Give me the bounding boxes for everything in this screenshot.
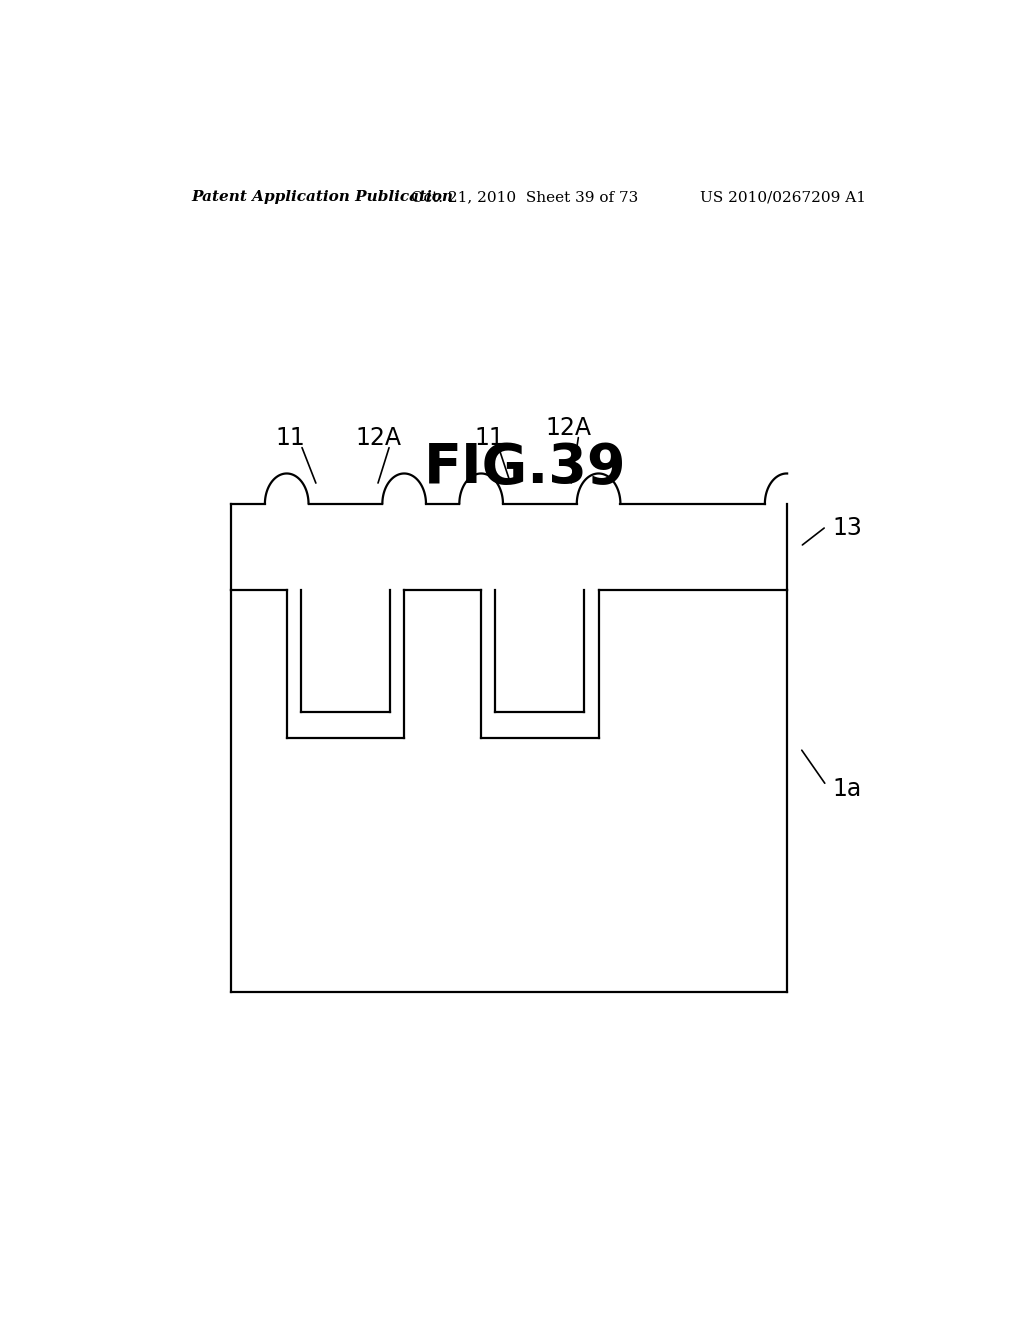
Text: 11: 11 [275,426,305,450]
Bar [231,504,786,590]
Bar [231,590,786,991]
Text: FIG.39: FIG.39 [424,441,626,495]
Text: 13: 13 [833,516,862,540]
Text: 1a: 1a [833,776,862,800]
Text: Oct. 21, 2010  Sheet 39 of 73: Oct. 21, 2010 Sheet 39 of 73 [412,190,638,205]
Text: 12A: 12A [546,416,592,440]
Text: 11: 11 [474,426,504,450]
Text: 12A: 12A [355,426,401,450]
Text: US 2010/0267209 A1: US 2010/0267209 A1 [700,190,866,205]
Text: Patent Application Publication: Patent Application Publication [191,190,454,205]
